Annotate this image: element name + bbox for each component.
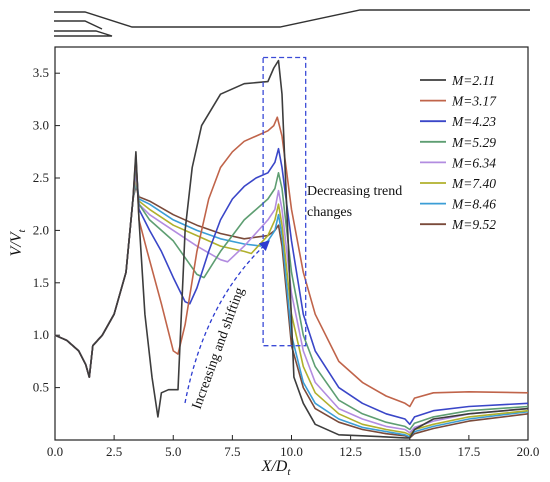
- legend: M=2.11 M=3.17 M=4.23 M=5.29 M=6.34 M=7.40 M=8.…: [420, 73, 497, 232]
- annotation-box: [262, 56, 307, 347]
- y-tick-label: 1.0: [33, 327, 49, 342]
- x-tick-label: 20.0: [517, 444, 540, 459]
- x-tick-label: 10.0: [280, 444, 303, 459]
- legend-label: M=7.40: [451, 176, 496, 191]
- y-tick-label: 0.5: [33, 380, 49, 395]
- box-annotation-line2: changes: [307, 205, 352, 220]
- legend-label: M=6.34: [451, 155, 496, 170]
- annotation-arrow: [184, 240, 270, 404]
- x-axis-title: X/Dt: [261, 458, 292, 478]
- x-tick-label: 2.5: [106, 444, 122, 459]
- legend-label: M=5.29: [451, 135, 496, 150]
- y-axis-ticks: 0.5 1.0 1.5 2.0 2.5 3.0 3.5: [33, 65, 60, 395]
- y-tick-label: 3.0: [33, 118, 49, 133]
- x-axis-ticks: 0.0 2.5 5.0 7.5 10.0 12.5 15.0 17.5 20.0: [47, 435, 540, 459]
- x-tick-label: 12.5: [339, 444, 362, 459]
- series-line-M-2-11: [54, 59, 529, 439]
- y-tick-label: 1.5: [33, 275, 49, 290]
- y-tick-label: 3.5: [33, 65, 49, 80]
- nozzle-upper-wall: [54, 9, 530, 28]
- series-layer: [54, 59, 529, 439]
- x-tick-label: 7.5: [224, 444, 240, 459]
- arrow-annotation-text: Increasing and shifting: [190, 286, 248, 412]
- box-annotation-line1: Decreasing trend: [307, 184, 402, 199]
- nozzle-sketch: [54, 9, 530, 37]
- y-axis-title-sub: t: [16, 229, 28, 233]
- x-tick-label: 17.5: [458, 444, 481, 459]
- legend-label: M=8.46: [451, 197, 496, 212]
- x-tick-label: 15.0: [398, 444, 421, 459]
- legend-label: M=4.23: [451, 114, 496, 129]
- y-axis-title: V/Vt: [8, 229, 28, 257]
- nozzle-inner-lower: [54, 30, 113, 37]
- nozzle-inner-upper: [54, 20, 103, 30]
- x-tick-label: 0.0: [47, 444, 63, 459]
- legend-label: M=9.52: [451, 217, 496, 232]
- y-tick-label: 2.5: [33, 170, 49, 185]
- y-axis-title-main: V/V: [8, 230, 25, 256]
- x-axis-title-main: X/D: [261, 458, 288, 475]
- y-tick-label: 2.0: [33, 222, 49, 237]
- legend-label: M=2.11: [451, 73, 495, 88]
- x-axis-title-sub: t: [287, 466, 291, 478]
- legend-label: M=3.17: [451, 94, 497, 109]
- x-tick-label: 5.0: [165, 444, 181, 459]
